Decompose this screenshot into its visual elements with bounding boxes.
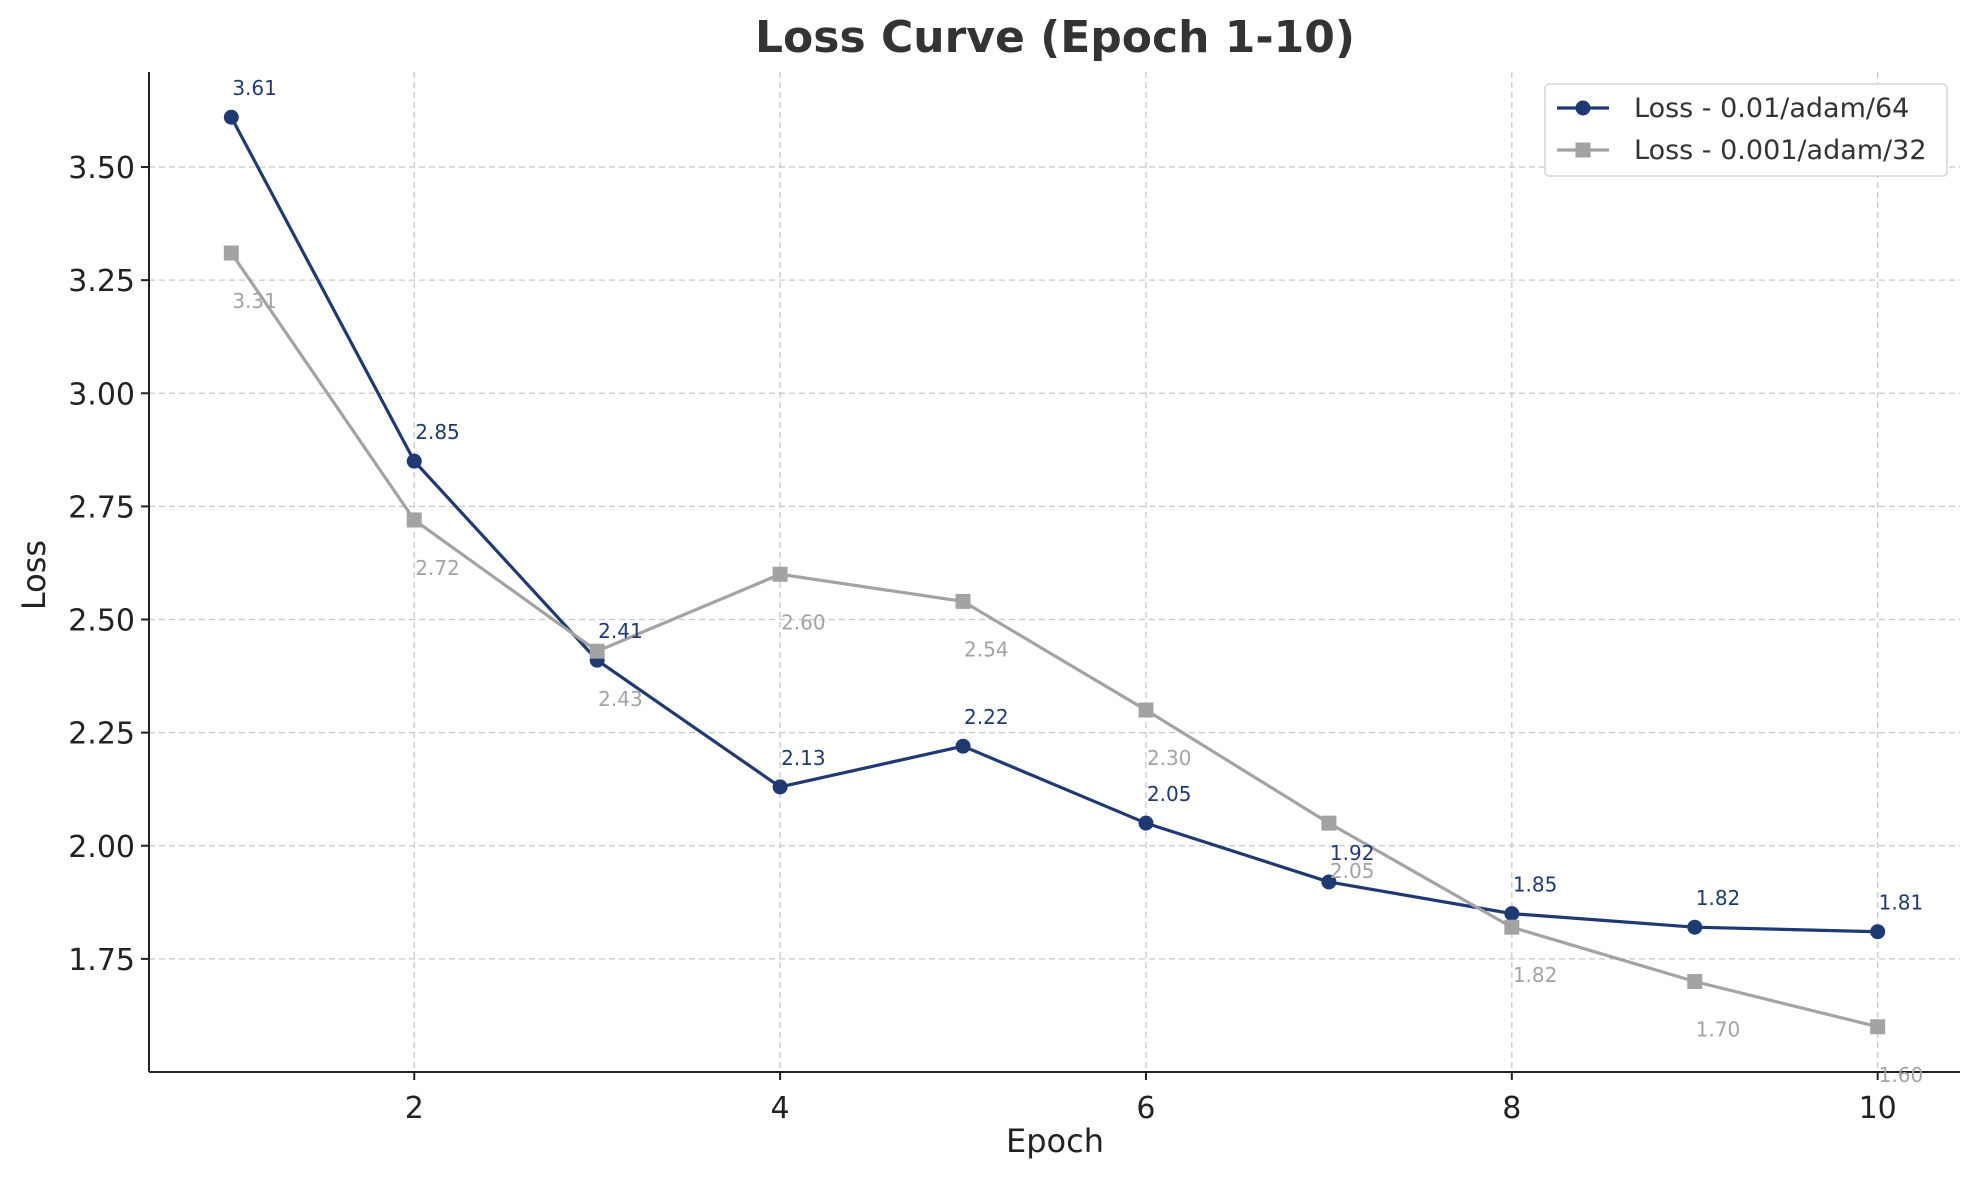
data-label: 1.60 [1879,1063,1924,1087]
data-point-square [955,593,971,609]
x-axis-label: Epoch [1006,1122,1104,1160]
data-point-square [1687,974,1703,990]
chart-title: Loss Curve (Epoch 1-10) [755,12,1355,63]
data-label: 3.31 [232,289,277,313]
data-label: 2.54 [964,637,1009,661]
data-label: 2.43 [598,687,643,711]
series-line [229,252,1879,1029]
data-point-circle [1687,919,1703,935]
data-point-circle [955,738,971,754]
data-label: 2.41 [598,619,643,643]
series-line [229,116,1878,934]
series-lines [223,109,1886,1035]
data-label: 2.60 [781,610,826,634]
data-point-square [223,245,239,261]
legend: Loss - 0.01/adam/64 Loss - 0.001/adam/32 [1544,83,1948,177]
data-point-circle [1138,815,1154,831]
data-label: 2.85 [415,420,460,444]
data-label: 2.13 [781,746,826,770]
legend-box [1544,83,1948,177]
x-tick-label: 2 [405,1091,424,1126]
data-point-square [1321,815,1337,831]
axes [141,72,1960,1080]
data-label: 1.70 [1696,1018,1741,1042]
data-label: 1.81 [1879,891,1924,915]
data-label: 2.22 [964,705,1009,729]
x-tick-label: 8 [1502,1091,1521,1126]
data-label: 2.05 [1330,859,1375,883]
data-point-circle [1504,906,1520,922]
data-label: 1.85 [1513,873,1558,897]
y-tick-label: 3.00 [68,377,135,412]
y-tick-label: 2.50 [68,604,135,639]
data-point-square [1870,1019,1886,1035]
data-label: 2.30 [1147,746,1192,770]
legend-label: Loss - 0.01/adam/64 [1634,93,1909,124]
x-tick-label: 4 [771,1091,790,1126]
y-axis-label: Loss [15,540,53,610]
data-point-square [1504,919,1520,935]
data-point-square [772,566,788,582]
data-label: 3.61 [232,76,277,100]
data-point-circle [223,109,239,125]
data-labels: 3.612.852.412.132.222.051.921.851.82 1.81… [232,76,1923,1087]
data-point-circle [772,779,788,795]
x-tick-label: 10 [1859,1091,1897,1126]
data-label: 2.72 [415,556,460,580]
y-tick-label: 2.75 [68,490,135,525]
data-point-circle [406,453,422,469]
data-label: 1.82 [1513,963,1558,987]
y-tick-label: 1.75 [68,943,135,978]
legend-label: Loss - 0.001/adam/32 [1634,135,1927,166]
x-tick-label: 6 [1136,1091,1155,1126]
data-point-square [1138,702,1154,718]
legend-marker-circle [1575,100,1591,116]
y-tick-label: 3.25 [68,264,135,299]
data-point-square [589,643,605,659]
grid-lines [149,72,1960,1072]
data-point-circle [1321,874,1337,890]
data-label: 1.92 [1330,841,1375,865]
data-point-square [406,512,422,528]
y-tick-label: 2.25 [68,717,135,752]
data-point-circle [1870,924,1886,940]
y-tick-label: 3.50 [68,151,135,186]
tick-labels: 2 4 6 8 10 1.75 2.00 2.25 2.50 2.75 3.00 3.25 3.50 [68,151,1897,1126]
y-tick-label: 2.00 [68,830,135,865]
data-label: 1.82 [1696,886,1741,910]
legend-marker-square [1575,142,1591,158]
data-label: 2.05 [1147,782,1192,806]
